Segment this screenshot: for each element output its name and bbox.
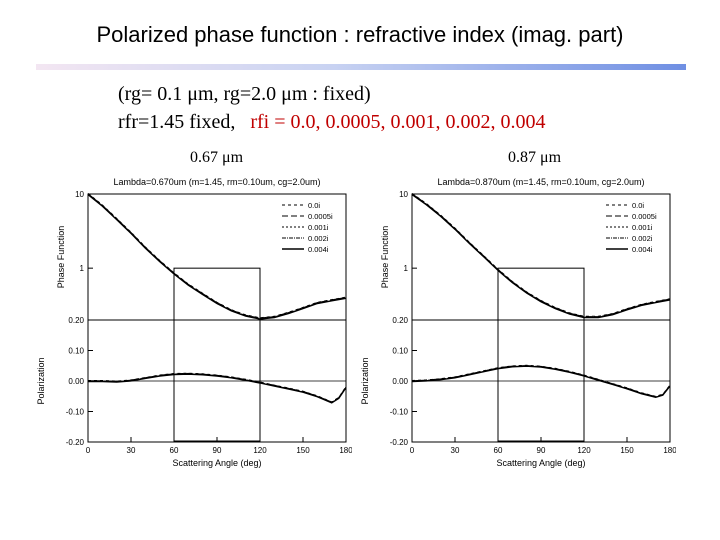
polarization-y-tick-label: -0.10 <box>66 408 85 417</box>
polarization-curve-0-004i <box>88 373 347 404</box>
phase-y-axis-label: Phase Function <box>380 226 390 289</box>
wavelength-label-left: 0.67 μm <box>190 149 244 166</box>
polarization-y-tick-label: -0.20 <box>390 438 409 447</box>
phase-curve-0-004i <box>87 194 347 320</box>
x-tick-label: 60 <box>494 446 503 455</box>
phase-y-tick-label: 1 <box>404 264 409 273</box>
polarization-curve-0-002i <box>88 373 347 404</box>
x-tick-label: 90 <box>213 446 222 455</box>
x-tick-label: 0 <box>410 446 415 455</box>
legend-entry: 0.0005i <box>632 212 657 221</box>
wavelength-label-right: 0.87 μm <box>508 149 562 166</box>
phase-y-tick-label: 10 <box>75 190 84 199</box>
polarization-curve-0-002i <box>411 365 671 398</box>
legend-entry: 0.001i <box>308 223 329 232</box>
polarization-curve-0-004i <box>411 365 671 399</box>
legend-entry: 0.004i <box>632 245 653 254</box>
phase-y-tick-label: 10 <box>399 190 408 199</box>
x-tick-label: 90 <box>537 446 546 455</box>
x-tick-label: 180 <box>663 446 676 455</box>
chart-header: Lambda=0.870um (m=1.45, rm=0.10um, cg=2.… <box>437 177 644 187</box>
x-tick-label: 120 <box>577 446 591 455</box>
x-axis-label: Scattering Angle (deg) <box>496 458 585 468</box>
polarization-curve-0-0i <box>88 372 347 403</box>
x-axis-label: Scattering Angle (deg) <box>172 458 261 468</box>
legend-entry: 0.0i <box>308 201 320 210</box>
phase-y-axis-label: Phase Function <box>56 226 66 289</box>
imag-index-values: rfi = 0.0, 0.0005, 0.001, 0.002, 0.004 <box>250 111 546 133</box>
x-tick-label: 150 <box>620 446 634 455</box>
slide-title: Polarized phase function : refractive in… <box>96 22 624 47</box>
polarization-y-tick-label: 0.10 <box>68 347 84 356</box>
real-index-text: rfr=1.45 fixed, <box>118 111 236 133</box>
plot-right-087um: Lambda=0.870um (m=1.45, rm=0.10um, cg=2.… <box>360 177 676 468</box>
legend-entry: 0.002i <box>632 234 653 243</box>
legend-entry: 0.004i <box>308 245 329 254</box>
polarization-y-tick-label: -0.10 <box>390 408 409 417</box>
title-underline <box>36 64 686 70</box>
polarization-curve-0-001i <box>88 373 347 403</box>
x-tick-label: 150 <box>296 446 310 455</box>
polarization-y-axis-label: Polarization <box>360 357 370 404</box>
polarization-y-axis-label: Polarization <box>36 357 46 404</box>
x-tick-label: 60 <box>170 446 179 455</box>
polarization-y-tick-label: 0.00 <box>68 377 84 386</box>
phase-y-tick-label: 0.20 <box>392 316 408 325</box>
legend-entry: 0.001i <box>632 223 653 232</box>
parameter-line-1: (rg= 0.1 μm, rg=2.0 μm : fixed) <box>118 83 371 105</box>
legend-entry: 0.002i <box>308 234 329 243</box>
x-tick-label: 30 <box>127 446 136 455</box>
phase-curve-0-004i <box>411 194 671 319</box>
phase-curve-0-0i <box>87 193 347 319</box>
polarization-y-tick-label: -0.20 <box>66 438 85 447</box>
x-tick-label: 120 <box>253 446 267 455</box>
x-tick-label: 30 <box>451 446 460 455</box>
polarization-y-tick-label: 0.00 <box>392 377 408 386</box>
legend-entry: 0.0i <box>632 201 644 210</box>
plot-left-067um: Lambda=0.670um (m=1.45, rm=0.10um, cg=2.… <box>36 177 352 468</box>
chart-header: Lambda=0.670um (m=1.45, rm=0.10um, cg=2.… <box>113 177 320 187</box>
polarization-curve-0-0005i <box>88 372 347 403</box>
x-tick-label: 180 <box>339 446 352 455</box>
highlight-box <box>173 267 261 442</box>
phase-y-tick-label: 1 <box>80 264 85 273</box>
parameter-block: (rg= 0.1 μm, rg=2.0 μm : fixed) rfr=1.45… <box>118 80 546 136</box>
highlight-box <box>497 267 585 442</box>
parameter-line-2: rfr=1.45 fixed, rfi = 0.0, 0.0005, 0.001… <box>118 108 546 136</box>
polarization-y-tick-label: 0.10 <box>392 347 408 356</box>
phase-y-tick-label: 0.20 <box>68 316 84 325</box>
legend-entry: 0.0005i <box>308 212 333 221</box>
x-tick-label: 0 <box>86 446 91 455</box>
